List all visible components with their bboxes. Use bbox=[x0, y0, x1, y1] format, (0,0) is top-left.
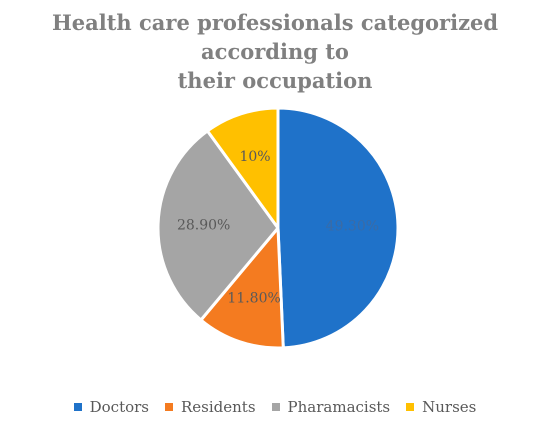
data-label-residents: 11.80% bbox=[227, 290, 280, 306]
legend-swatch-residents bbox=[165, 403, 173, 411]
legend-label-residents: Residents bbox=[181, 398, 256, 416]
pie-slice-labels: 49.30% 11.80% 28.90% 10% bbox=[177, 149, 379, 306]
legend-swatch-pharamacists bbox=[271, 403, 280, 411]
legend-swatch-doctors bbox=[73, 403, 82, 411]
pie-slice-doctors bbox=[276, 106, 400, 350]
chart-title-line-2: their occupation bbox=[177, 68, 373, 93]
data-label-pharamacists: 28.90% bbox=[177, 217, 230, 233]
data-label-nurses: 10% bbox=[239, 149, 270, 165]
pie-slice-residents bbox=[199, 226, 285, 350]
legend-label-doctors: Doctors bbox=[89, 398, 149, 416]
legend-item-nurses: Nurses bbox=[406, 398, 476, 416]
data-label-doctors: 49.30% bbox=[326, 218, 379, 234]
legend-label-nurses: Nurses bbox=[422, 398, 477, 416]
chart-title-line-1: Health care professionals categorized ac… bbox=[51, 10, 499, 64]
pie-slices bbox=[156, 106, 400, 350]
legend-item-residents: Residents bbox=[165, 398, 256, 416]
legend-swatch-nurses bbox=[406, 403, 415, 411]
legend: Doctors Residents Pharamacists Nurses bbox=[0, 398, 550, 416]
pie-slice-pharamacists bbox=[156, 129, 280, 322]
chart-title: Health care professionals categorized ac… bbox=[0, 8, 550, 95]
legend-item-doctors: Doctors bbox=[73, 398, 149, 416]
legend-label-pharamacists: Pharamacists bbox=[287, 398, 391, 416]
pie-slice-nurses bbox=[205, 106, 280, 230]
legend-item-pharamacists: Pharamacists bbox=[271, 398, 391, 416]
